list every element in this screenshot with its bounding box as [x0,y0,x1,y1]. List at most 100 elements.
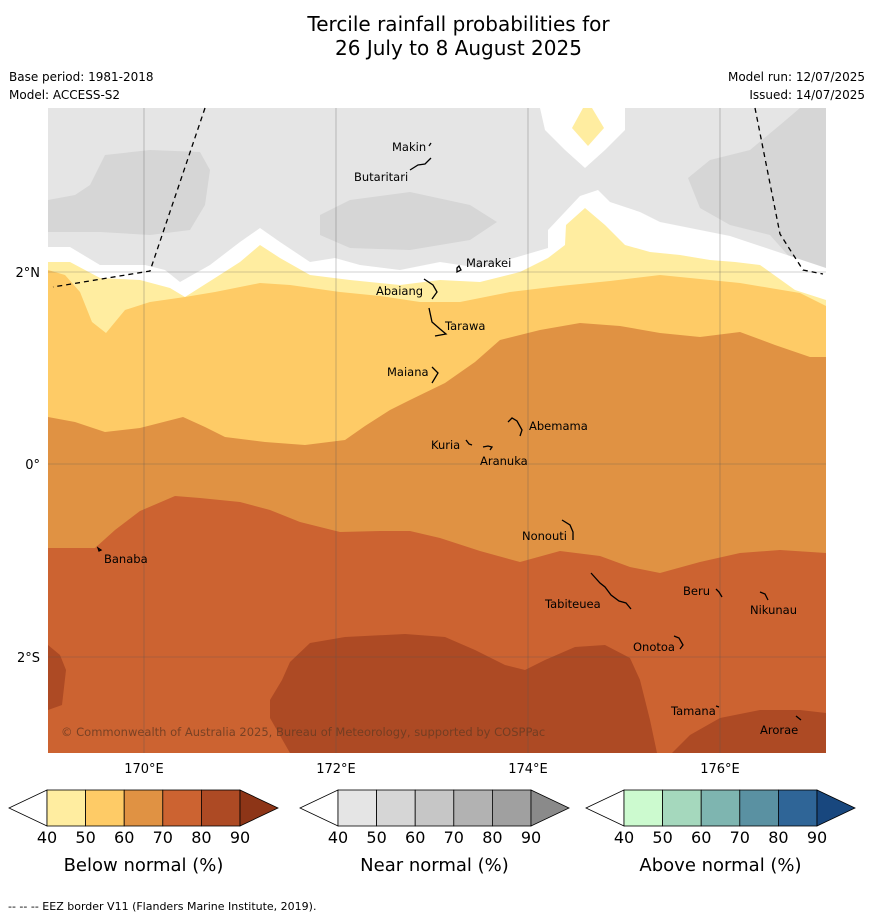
label-banaba: Banaba [104,552,148,566]
legend-tick-label: 60 [691,828,711,847]
island-arorae [795,715,802,721]
place-labels: Makin Butaritari Marakei Abaiang Tarawa … [104,140,798,737]
legend-segment [623,789,663,827]
label-nikunau: Nikunau [750,603,797,617]
label-butaritari: Butaritari [354,170,408,184]
legend-segment [778,789,818,827]
probability-field [48,108,826,753]
label-nonouti: Nonouti [522,529,567,543]
legend-segment [85,789,125,827]
label-abaiang: Abaiang [376,284,423,298]
eez-footnote: -- -- -- EEZ border V11 (Flanders Marine… [8,900,317,913]
legend-segment [491,789,532,827]
legend-tick-label: 40 [37,828,57,847]
island-abemama [507,417,523,437]
legend-segment [414,789,455,827]
legend-arrow-low [299,789,339,827]
model-name: Model: ACCESS-S2 [9,88,121,102]
islands [96,142,802,721]
island-tabiteuea [590,572,632,610]
copyright-notice: © Commonwealth of Australia 2025, Bureau… [61,725,545,739]
legend-segment [337,789,377,827]
legend-segment [162,789,202,827]
legend-tick-label: 70 [153,828,173,847]
legend-segment [453,789,493,827]
below-normal-90-region-centre [270,634,657,753]
legend-tick-label: 80 [768,828,788,847]
legend-segment [123,789,164,827]
meta-right: Model run: 12/07/2025 Issued: 14/07/2025 [728,68,865,104]
below-normal-50-spot-top [572,108,604,146]
label-abemama: Abemama [529,419,588,433]
legend-tick-label: 70 [444,828,464,847]
legend-near-normal: 40 50 60 70 80 90 Near normal (%) [299,789,570,876]
legend-arrow-low [585,789,625,827]
label-tabiteuea: Tabiteuea [544,597,601,611]
legend-tick-label: 90 [521,828,541,847]
lat-label-2s: 2°S [17,651,40,666]
legend-arrow-high [239,789,279,827]
island-nikunau [759,591,769,601]
legend-title: Near normal (%) [360,855,509,876]
eez-border [52,107,824,288]
legend-tick-label: 60 [114,828,134,847]
title-line-1: Tercile rainfall probabilities for [307,12,610,36]
label-aranuka: Aranuka [480,454,528,468]
label-maiana: Maiana [387,365,429,379]
gridlines [48,108,826,753]
island-banaba [96,546,103,552]
island-tarawa [428,307,448,337]
island-marakei [456,264,462,274]
lon-label-174e: 174°E [508,762,548,777]
legend-arrow-low [8,789,48,827]
legend-tick-label: 90 [230,828,250,847]
label-makin: Makin [392,140,426,154]
legend-tick-label: 40 [328,828,348,847]
legend-segment [662,789,702,827]
island-kuria [465,439,473,446]
below-normal-90-region-east [672,710,826,753]
legend-tick-label: 50 [652,828,672,847]
base-period: Base period: 1981-2018 [9,70,154,84]
legend-segment [739,789,779,827]
legend-title: Above normal (%) [639,855,801,876]
label-beru: Beru [683,584,710,598]
label-onotoa: Onotoa [633,640,675,654]
island-tamana [715,705,720,708]
lon-label-170e: 170°E [124,762,164,777]
legend-title: Below normal (%) [64,855,224,876]
label-kuria: Kuria [431,438,460,452]
legend-tick-label: 70 [730,828,750,847]
below-normal-90-region-west [48,645,66,710]
label-marakei: Marakei [466,256,511,270]
eez-border-west [52,107,206,288]
longitude-labels: 170°E 172°E 174°E 176°E [124,762,740,777]
near-normal-50-region-centre [320,192,497,250]
island-aranuka [482,445,494,451]
island-abaiang [423,278,438,300]
legend-arrow-high [816,789,856,827]
legend-above-normal: 40 50 60 70 80 90 Above normal (%) [585,789,856,876]
model-run: Model run: 12/07/2025 [727,70,865,84]
issued-date: Issued: 14/07/2025 [749,88,865,102]
lon-label-176e: 176°E [700,762,740,777]
label-arorae: Arorae [760,723,798,737]
legend-segment [46,789,86,827]
legend-tick-label: 90 [807,828,827,847]
legend-tick-label: 80 [191,828,211,847]
lat-label-2n: 2°N [16,266,41,281]
legend-segment [700,789,741,827]
island-nonouti [561,519,574,540]
label-tamana: Tamana [670,704,716,718]
island-makin [428,142,432,147]
island-beru [715,588,723,598]
map-title: Tercile rainfall probabilities for 26 Ju… [0,12,873,60]
legend-tick-label: 40 [614,828,634,847]
latitude-labels: 2°N 0° 2°S [16,266,41,666]
eez-border-east [754,107,824,275]
near-normal-50-region-east [688,108,826,268]
legend-tick-label: 80 [482,828,502,847]
lat-label-0: 0° [25,458,40,473]
island-maiana [431,366,439,384]
